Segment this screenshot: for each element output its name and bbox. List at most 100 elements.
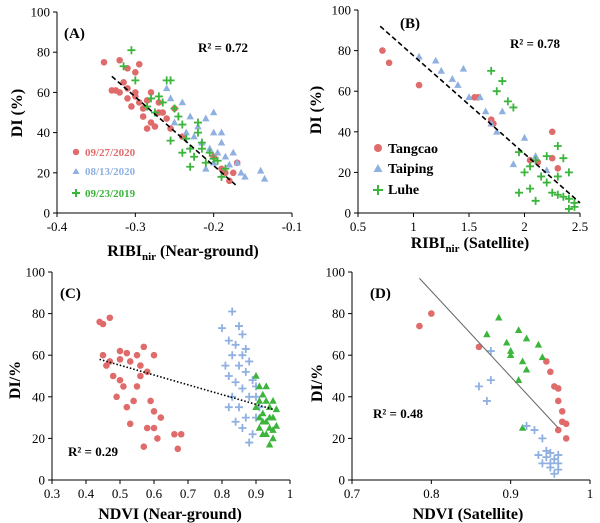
data-point xyxy=(531,152,540,159)
data-point xyxy=(135,99,143,106)
y-tick-label: 80 xyxy=(332,306,345,321)
data-point xyxy=(448,75,457,82)
data-point xyxy=(182,128,190,136)
panel-a-x-label-rest: (Near-ground) xyxy=(156,243,259,260)
data-point xyxy=(163,115,170,122)
panel-b-x-label-rest: (Satellite) xyxy=(460,235,530,252)
x-tick-label: 2.5 xyxy=(572,219,588,234)
data-point xyxy=(224,403,233,412)
x-tick-label: 0.7 xyxy=(180,486,197,501)
panel-c-y-label: DI/% xyxy=(7,361,24,399)
data-point xyxy=(139,113,147,120)
panel-a-x-label-sub: nir xyxy=(142,251,156,263)
x-tick-label: 0.8 xyxy=(214,486,230,501)
data-point xyxy=(476,93,484,101)
legend-label-1: 09/27/2020 xyxy=(85,147,136,159)
legend-marker-red xyxy=(374,144,382,152)
data-point xyxy=(100,58,108,66)
data-point xyxy=(99,320,107,328)
data-point xyxy=(547,368,554,376)
data-point xyxy=(256,166,265,174)
data-point xyxy=(546,459,555,468)
y-tick-label: 20 xyxy=(37,165,50,180)
panel-a-annotation: R² = 0.72 xyxy=(198,40,248,55)
data-point xyxy=(194,128,202,137)
data-point xyxy=(178,148,187,157)
y-tick-label: 100 xyxy=(31,5,51,20)
data-point xyxy=(553,190,562,199)
data-point xyxy=(255,413,264,421)
data-point xyxy=(132,89,139,96)
panel-a-x-label: RIBInir (Near-ground) xyxy=(107,243,258,263)
panel-b-y-label: DI (%) xyxy=(308,86,325,134)
data-point xyxy=(459,64,468,72)
data-point xyxy=(202,114,210,122)
panel-c-axes: 0 20 40 60 80 100 0.3 0.4 0.5 0.6 0.7 0.8 0.9 1 xyxy=(26,265,294,502)
data-point xyxy=(498,107,506,115)
data-point xyxy=(486,376,495,385)
y-tick-label: 40 xyxy=(338,124,351,139)
trend-line xyxy=(379,25,581,204)
data-point xyxy=(526,156,534,164)
data-point xyxy=(197,144,206,153)
panel-b-axes: 0 20 40 60 80 100 0.5 1 1.5 2 2.5 xyxy=(332,3,589,235)
data-point xyxy=(416,322,423,330)
x-tick-label: 0.7 xyxy=(344,486,361,501)
data-point xyxy=(550,455,559,464)
data-point xyxy=(487,119,495,127)
data-point xyxy=(229,169,237,177)
data-point xyxy=(137,362,144,369)
data-point xyxy=(128,103,135,110)
data-point xyxy=(553,172,562,181)
data-point xyxy=(126,420,134,428)
data-point xyxy=(150,408,158,415)
data-point xyxy=(454,81,462,88)
data-point xyxy=(564,204,573,213)
y-tick-label: 100 xyxy=(26,265,46,280)
data-point xyxy=(538,459,547,468)
data-point xyxy=(534,340,543,348)
data-point xyxy=(252,403,260,410)
data-point xyxy=(269,396,277,404)
data-point xyxy=(548,188,557,197)
data-point xyxy=(154,435,161,442)
data-point xyxy=(252,392,260,401)
data-point xyxy=(143,368,151,376)
panel-a-y-label: DI (%) xyxy=(9,89,26,137)
legend-label-3: 09/23/2019 xyxy=(85,188,136,200)
panel-d-x-label: NDVI (Satellite) xyxy=(413,506,524,523)
panel-d: 0 20 40 60 80 100 0.7 0.8 0.9 1 (D) R² = 0.48 DI/… xyxy=(309,265,593,523)
y-tick-label: 100 xyxy=(326,265,346,280)
data-point xyxy=(379,47,386,54)
data-point xyxy=(135,60,143,68)
data-point xyxy=(530,426,539,435)
data-point xyxy=(481,107,490,115)
legend-marker-red xyxy=(72,148,80,156)
data-point xyxy=(248,376,257,385)
data-point xyxy=(415,81,423,89)
data-point xyxy=(259,417,267,425)
data-point xyxy=(432,56,440,64)
data-point xyxy=(233,158,241,166)
data-point xyxy=(531,196,540,205)
y-tick-label: 0 xyxy=(345,206,352,221)
data-point xyxy=(534,451,543,460)
data-point xyxy=(564,168,573,177)
data-point xyxy=(221,152,230,160)
data-point xyxy=(522,365,531,373)
data-point xyxy=(487,66,496,75)
data-point xyxy=(509,103,518,112)
data-point xyxy=(241,172,249,180)
x-tick-label: 2 xyxy=(521,219,528,234)
panel-d-label: (D) xyxy=(370,286,391,302)
data-point xyxy=(465,93,473,101)
x-tick-label: -0.4 xyxy=(47,219,68,234)
data-point xyxy=(209,128,218,136)
data-point xyxy=(550,469,559,478)
legend-label-2: 08/13/2020 xyxy=(85,166,136,178)
data-point xyxy=(99,351,107,359)
y-tick-label: 60 xyxy=(32,348,45,363)
data-point xyxy=(150,424,158,432)
data-point xyxy=(133,351,141,359)
y-tick-label: 40 xyxy=(332,389,345,404)
